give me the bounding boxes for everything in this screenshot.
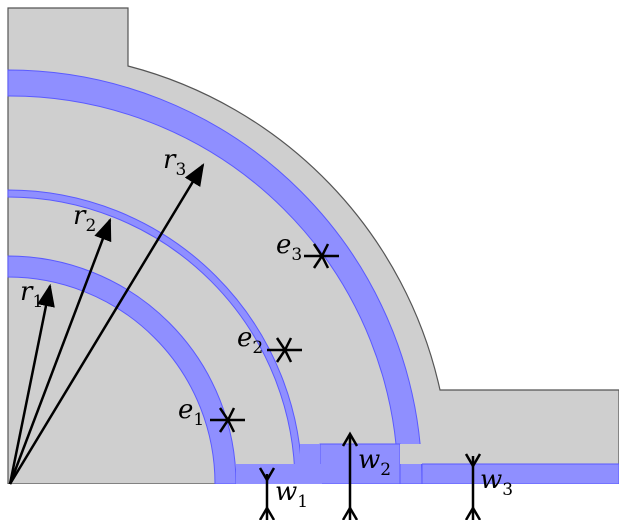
channel-exit-3: [421, 463, 619, 485]
channel-ring-3: [7, 69, 619, 485]
r2-arrow: [8, 217, 112, 485]
r3-arrow: [8, 163, 205, 485]
w1-marker: [258, 467, 276, 520]
label-e1: e1: [178, 395, 204, 430]
label-r2: r2: [73, 201, 96, 236]
label-w3: w3: [480, 465, 513, 500]
label-r1: r1: [20, 277, 43, 312]
e1-marker: [210, 407, 245, 433]
label-e2: e2: [237, 323, 263, 358]
r1-arrow: [8, 283, 55, 485]
channel-ring-1: [7, 255, 237, 485]
w3-marker: [464, 453, 482, 520]
e3-marker: [304, 243, 339, 269]
w2-marker: [341, 431, 359, 520]
channel-base-1: [236, 464, 322, 484]
e2-marker: [267, 337, 302, 363]
label-r3: r3: [163, 145, 186, 180]
label-e3: e3: [276, 230, 302, 265]
label-w1: w1: [275, 477, 308, 512]
label-w2: w2: [358, 445, 391, 480]
